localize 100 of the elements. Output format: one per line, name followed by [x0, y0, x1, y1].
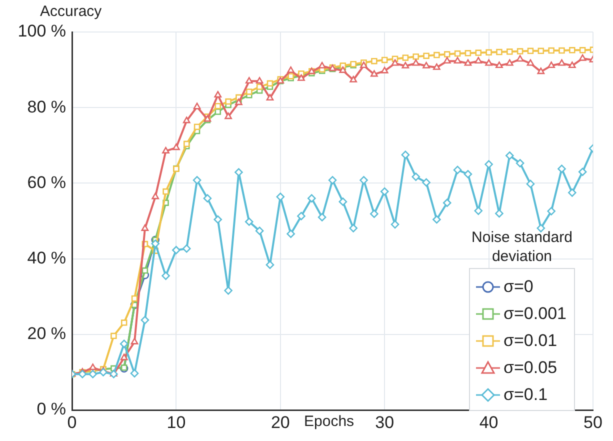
- point: [120, 320, 128, 326]
- point: [287, 66, 294, 73]
- point: [568, 61, 576, 68]
- legend-label: σ=0.05: [504, 358, 558, 378]
- y-tick-label: 100 %: [18, 22, 66, 41]
- point: [371, 58, 378, 64]
- point: [380, 187, 389, 196]
- point: [558, 59, 566, 66]
- point: [244, 218, 254, 226]
- point: [506, 59, 514, 66]
- point: [578, 168, 587, 176]
- point: [338, 198, 348, 206]
- point: [516, 48, 524, 54]
- point: [192, 176, 202, 184]
- point: [203, 194, 212, 202]
- point: [548, 47, 554, 54]
- point: [548, 61, 555, 68]
- x-tick-label: 20: [270, 412, 290, 432]
- y-tick-label: 40 %: [27, 248, 66, 268]
- point: [308, 194, 316, 202]
- point: [214, 102, 222, 110]
- point: [569, 47, 576, 54]
- point: [443, 56, 451, 64]
- point: [130, 338, 138, 344]
- point: [527, 48, 534, 54]
- point: [485, 59, 492, 66]
- point: [162, 188, 169, 195]
- point: [433, 63, 440, 70]
- point: [381, 56, 388, 64]
- point: [194, 124, 200, 130]
- point: [130, 369, 139, 378]
- point: [328, 176, 337, 184]
- x-tick-label: 0: [67, 412, 77, 432]
- point: [256, 76, 264, 84]
- point: [402, 62, 410, 68]
- point: [516, 55, 524, 62]
- point: [225, 98, 232, 105]
- point: [140, 316, 150, 324]
- point: [349, 224, 358, 232]
- point: [464, 170, 472, 178]
- point: [234, 168, 243, 176]
- point: [151, 240, 160, 248]
- point: [224, 112, 232, 120]
- legend-title: Noise standard deviation: [470, 228, 574, 266]
- point: [99, 368, 108, 376]
- point: [152, 192, 160, 200]
- point: [120, 354, 128, 360]
- legend-label: σ=0.1: [504, 384, 548, 404]
- point: [318, 213, 326, 222]
- point: [412, 172, 420, 181]
- point: [505, 151, 514, 160]
- point: [350, 76, 358, 82]
- point: [444, 51, 450, 58]
- point: [537, 68, 545, 74]
- point: [162, 272, 170, 280]
- y-tick-label: 0 %: [36, 400, 66, 419]
- point: [110, 332, 117, 340]
- point: [224, 286, 232, 295]
- point: [454, 50, 461, 57]
- point: [464, 50, 472, 56]
- x-tick-label: 30: [375, 412, 394, 432]
- point: [484, 160, 493, 168]
- point: [526, 59, 534, 66]
- legend-label: σ=0: [504, 276, 534, 296]
- point: [162, 146, 170, 154]
- point: [496, 61, 503, 68]
- point: [266, 80, 274, 87]
- point: [578, 54, 586, 61]
- x-tick-label: 10: [166, 412, 186, 432]
- point: [120, 340, 128, 348]
- point: [434, 52, 440, 58]
- point: [172, 144, 180, 150]
- y-tick-label: 60 %: [27, 172, 66, 192]
- point: [78, 370, 87, 378]
- point: [454, 56, 462, 64]
- point: [442, 198, 452, 208]
- x-tick-label: 40: [479, 412, 498, 432]
- point: [141, 224, 149, 231]
- y-tick-label: 80 %: [27, 97, 66, 116]
- point: [422, 62, 430, 68]
- point: [182, 244, 191, 253]
- point: [89, 364, 97, 370]
- point: [172, 246, 180, 254]
- point: [412, 59, 420, 66]
- point: [286, 230, 295, 238]
- point: [193, 102, 201, 110]
- point: [391, 59, 399, 66]
- y-axis-title: Accuracy: [40, 3, 102, 20]
- point: [266, 260, 274, 269]
- point: [538, 48, 544, 54]
- point: [370, 70, 378, 77]
- point: [516, 159, 524, 168]
- point: [506, 48, 513, 55]
- x-axis-title: Epochs: [302, 413, 356, 430]
- point: [474, 206, 483, 215]
- point: [255, 226, 264, 235]
- point: [142, 267, 148, 274]
- point: [568, 188, 576, 197]
- point: [297, 212, 306, 220]
- point: [453, 166, 462, 174]
